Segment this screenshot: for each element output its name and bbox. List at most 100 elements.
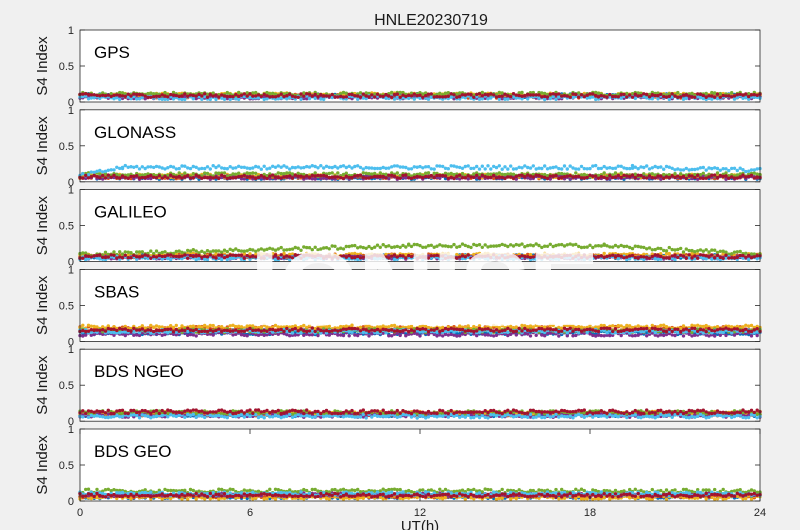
data-point <box>480 245 484 249</box>
data-point <box>684 247 688 251</box>
data-point <box>183 171 187 175</box>
data-point <box>443 171 448 175</box>
data-point <box>681 174 686 179</box>
data-point <box>463 164 467 169</box>
data-point <box>704 248 708 252</box>
data-point <box>543 97 547 102</box>
data-point <box>387 94 391 98</box>
data-point <box>126 165 130 169</box>
data-point <box>279 245 283 250</box>
data-point <box>744 96 748 100</box>
data-point <box>319 254 323 258</box>
data-point <box>475 92 479 97</box>
data-point <box>667 94 671 99</box>
data-point <box>494 165 499 170</box>
data-point <box>520 90 524 95</box>
data-point <box>146 95 150 100</box>
data-point <box>506 94 510 98</box>
data-point <box>353 94 357 98</box>
data-point <box>458 173 462 177</box>
data-point <box>628 93 632 97</box>
data-point <box>415 94 419 98</box>
data-point <box>562 94 567 98</box>
data-point <box>395 255 399 259</box>
data-point <box>520 166 524 170</box>
data-point <box>276 164 280 168</box>
data-point <box>101 177 105 181</box>
data-point <box>237 97 241 102</box>
data-point <box>718 249 722 253</box>
data-point <box>554 92 558 97</box>
data-point <box>205 95 210 100</box>
data-point <box>438 173 442 178</box>
data-point <box>701 256 705 260</box>
data-point <box>543 164 547 168</box>
data-point <box>333 254 337 258</box>
data-point <box>625 174 629 178</box>
data-point <box>203 171 207 175</box>
data-point <box>724 94 728 98</box>
data-point <box>225 254 229 259</box>
data-point <box>463 93 467 97</box>
data-point <box>356 94 360 98</box>
data-point <box>324 94 329 98</box>
data-point <box>248 95 252 100</box>
series-7 <box>78 92 762 100</box>
data-point <box>395 164 399 168</box>
data-point <box>237 171 241 175</box>
data-point <box>313 96 317 101</box>
data-point <box>460 171 465 176</box>
data-point <box>319 174 323 178</box>
data-point <box>625 91 629 96</box>
data-point <box>327 254 331 259</box>
data-point <box>594 97 598 102</box>
data-point <box>452 172 456 177</box>
data-point <box>670 92 674 96</box>
data-point <box>288 96 292 100</box>
data-point <box>214 93 218 97</box>
data-point <box>367 95 371 99</box>
data-point <box>373 245 377 249</box>
data-point <box>276 256 280 260</box>
data-point <box>245 91 249 95</box>
data-point <box>220 253 224 257</box>
data-point <box>180 94 184 98</box>
data-point <box>126 92 130 96</box>
data-point <box>98 253 102 257</box>
data-point <box>503 97 507 101</box>
data-point <box>568 177 572 181</box>
data-point <box>251 166 255 170</box>
data-point <box>424 91 428 95</box>
data-point <box>271 173 275 177</box>
data-point <box>307 253 312 258</box>
data-point <box>506 175 510 179</box>
data-point <box>279 253 283 257</box>
data-point <box>265 90 269 95</box>
data-point <box>588 243 592 247</box>
data-point <box>296 171 300 175</box>
data-point <box>140 95 144 100</box>
data-point <box>656 97 660 101</box>
data-point <box>469 92 473 97</box>
data-point <box>262 256 266 260</box>
data-point <box>407 96 411 101</box>
data-point <box>296 254 300 258</box>
data-point <box>633 244 637 248</box>
data-point <box>339 92 343 96</box>
data-point <box>429 92 433 96</box>
data-point <box>319 97 323 101</box>
data-point <box>608 92 612 97</box>
data-point <box>112 173 116 177</box>
data-point <box>225 90 229 95</box>
data-point <box>548 177 552 181</box>
data-point <box>200 94 204 98</box>
data-point <box>650 97 654 101</box>
data-point <box>659 165 663 169</box>
data-point <box>673 94 677 98</box>
data-point <box>149 91 153 95</box>
data-point <box>441 95 445 99</box>
data-point <box>630 92 635 96</box>
data-point <box>265 94 269 98</box>
data-point <box>285 97 289 101</box>
data-point <box>101 170 105 174</box>
